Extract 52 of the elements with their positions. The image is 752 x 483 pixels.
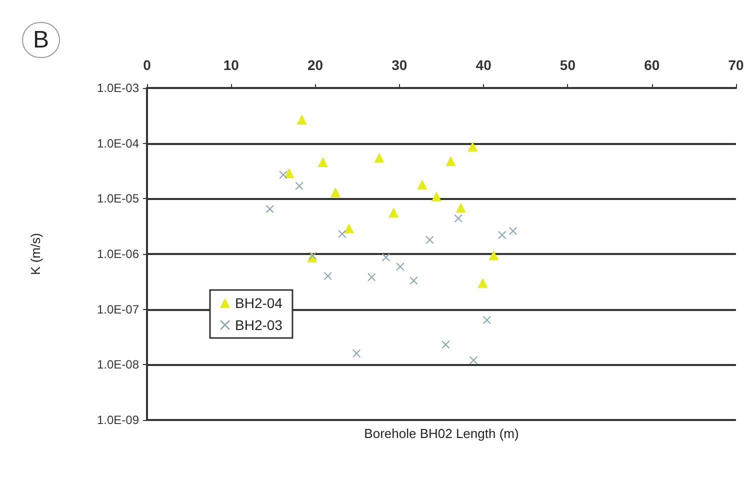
point [456, 202, 466, 213]
point [388, 208, 399, 218]
point [352, 349, 361, 358]
point [488, 250, 499, 260]
x-tick-label: 40 [476, 57, 492, 73]
y-tick-label: 1.0E-03 [96, 81, 140, 95]
y-tick-label: 1.0E-04 [96, 136, 140, 150]
y-tick-label: 1.0E-08 [96, 358, 140, 372]
point [468, 142, 478, 152]
y-axis-title: K (m/s) [28, 233, 43, 275]
x-axis-title: Borehole BH02 Length (m) [364, 426, 519, 441]
point [446, 156, 456, 166]
point [410, 276, 418, 285]
point [498, 231, 506, 240]
point [431, 191, 442, 202]
point [482, 316, 491, 324]
legend-label: BH2-03 [235, 317, 283, 333]
point [478, 278, 488, 288]
point [442, 340, 450, 349]
point [396, 262, 404, 271]
point [417, 180, 428, 190]
point [426, 236, 434, 244]
legend-label: BH2-04 [235, 295, 283, 311]
point [308, 252, 317, 260]
x-tick-label: 50 [560, 57, 576, 73]
point [295, 182, 304, 190]
point [368, 273, 376, 282]
point [266, 205, 274, 214]
point [330, 187, 340, 198]
x-tick-label: 60 [644, 57, 660, 73]
x-tick-label: 70 [728, 57, 744, 73]
point [324, 272, 332, 280]
point [296, 114, 307, 124]
point [338, 230, 346, 238]
x-tick-label: 30 [392, 57, 408, 73]
point [279, 170, 288, 179]
point [509, 227, 518, 236]
text: B [33, 26, 50, 54]
point [284, 168, 294, 178]
point [382, 253, 390, 262]
point [374, 152, 384, 163]
y-tick-label: 1.0E-05 [96, 192, 140, 206]
point [344, 223, 354, 234]
y-tick-label: 1.0E-07 [96, 302, 140, 316]
x-tick-label: 10 [223, 57, 240, 73]
point [318, 156, 328, 167]
point [454, 214, 462, 222]
y-tick-label: 1.0E-06 [96, 247, 140, 261]
point [469, 356, 478, 364]
x-tick-label: 0 [143, 57, 152, 73]
x-tick-label: 20 [307, 57, 324, 73]
y-tick-label: 1.0E-09 [96, 413, 140, 427]
